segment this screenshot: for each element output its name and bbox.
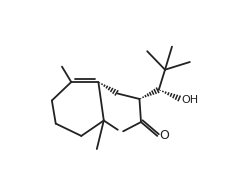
Text: OH: OH: [181, 95, 198, 105]
Text: O: O: [159, 129, 169, 142]
